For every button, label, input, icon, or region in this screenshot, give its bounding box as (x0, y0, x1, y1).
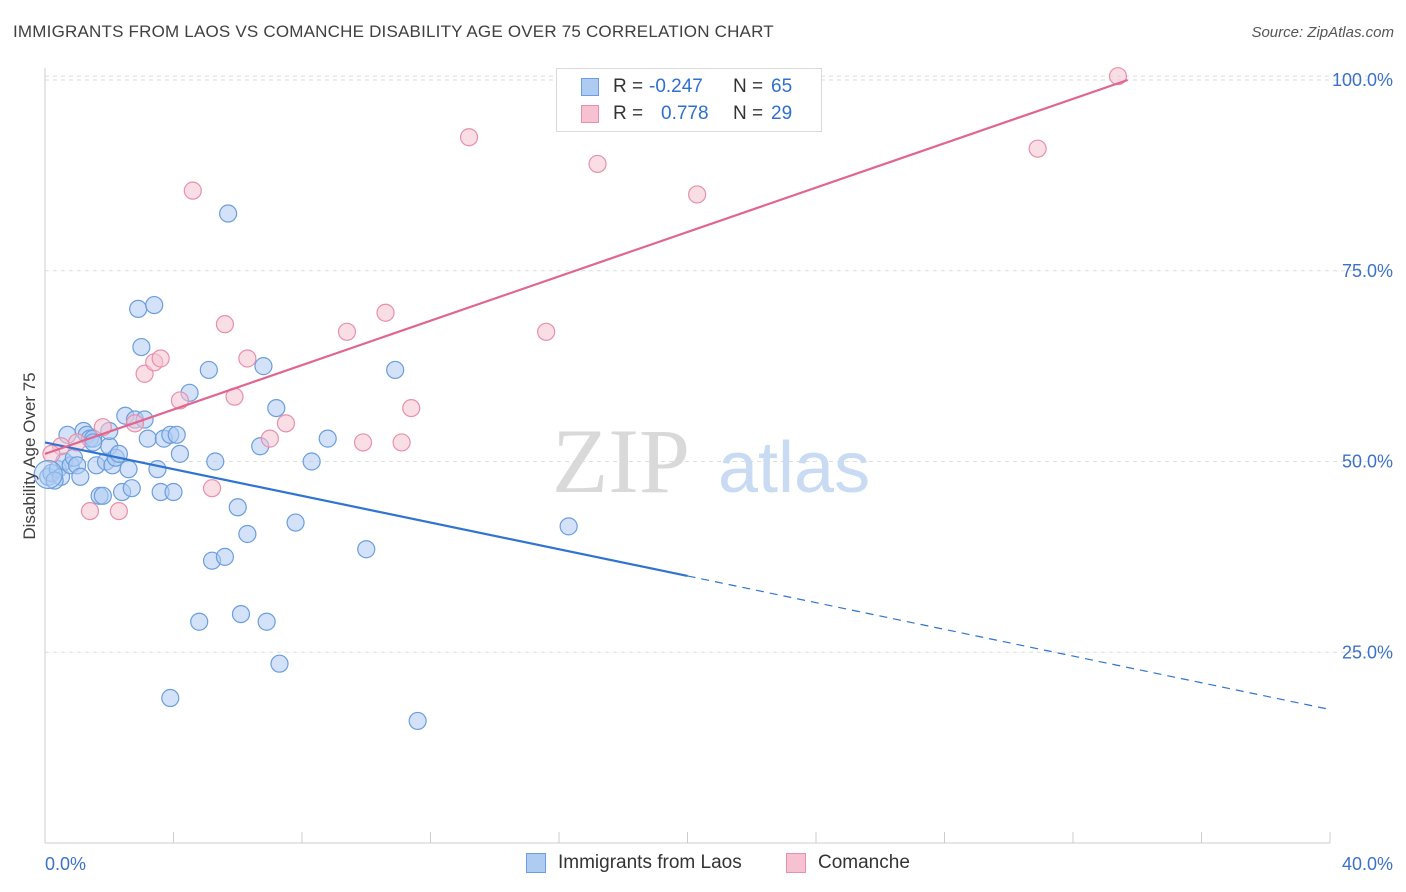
legend-n-label: N = (733, 103, 764, 124)
comanche-point (353, 433, 373, 452)
laos-point (302, 452, 321, 471)
laos-point (93, 486, 112, 505)
laos-point (164, 482, 183, 502)
legend-n-value: 29 (771, 103, 793, 124)
comanche-point (202, 479, 222, 498)
comanche-point (183, 181, 202, 200)
laos-trendline-extended (687, 575, 1331, 711)
laos-point (33, 459, 63, 490)
laos-point (408, 711, 427, 731)
watermark: ZIP atlas (552, 410, 870, 512)
laos-point (215, 547, 234, 566)
tick-label-layer: 25.0% 50.0% 75.0% 100.0% 0.0% 40.0% (45, 70, 1393, 874)
laos-point (228, 498, 247, 517)
comanche-trendline (44, 78, 1128, 455)
comanche-point (151, 349, 170, 368)
comanche-point (402, 398, 421, 418)
bottom-label-comanche: Comanche (818, 852, 910, 873)
legend: R = -0.247 N = 65 R = 0.778 N = 29 (556, 68, 822, 132)
chart-source: Source: ZipAtlas.com (1251, 24, 1394, 41)
trend-layer (44, 78, 1331, 711)
laos-point (167, 425, 186, 444)
comanche-point (276, 414, 296, 433)
laos-point (190, 612, 209, 631)
laos-point (559, 517, 578, 536)
comanche-point (1108, 67, 1128, 86)
comanche-point (215, 315, 234, 334)
comanche-point (337, 322, 357, 341)
y-tick-label: 50.0% (1342, 452, 1393, 472)
comanche-point (1028, 139, 1047, 158)
laos-point (71, 467, 90, 486)
laos-point (138, 429, 157, 448)
laos-point (318, 429, 337, 448)
laos-point (170, 444, 190, 463)
comanche-point (459, 128, 479, 147)
laos-point (386, 360, 405, 380)
comanche-point (392, 433, 411, 452)
legend-n-label: N = (733, 76, 764, 97)
comanche-point (688, 185, 707, 204)
legend-row-laos: R = -0.247 N = 65 (557, 73, 821, 101)
points-layer (33, 67, 1128, 731)
legend-swatch-comanche (581, 105, 599, 123)
laos-point (129, 299, 148, 318)
laos-trendline (44, 441, 688, 578)
laos-point (267, 398, 286, 418)
legend-r-value: 0.778 (661, 103, 709, 124)
laos-point (119, 460, 138, 479)
chart-title: IMMIGRANTS FROM LAOS VS COMANCHE DISABIL… (13, 22, 774, 41)
comanche-point (109, 501, 128, 521)
legend-r-label: R = (613, 76, 644, 97)
laos-point (206, 452, 225, 471)
comanche-point (588, 154, 607, 174)
laos-point (161, 688, 180, 708)
laos-point (122, 479, 141, 498)
laos-point (286, 513, 305, 532)
y-axis-title: Disability Age Over 75 (20, 372, 39, 540)
laos-point (199, 360, 218, 380)
comanche-point (238, 349, 257, 368)
y-tick-label: 100.0% (1332, 70, 1393, 90)
bottom-label-laos: Immigrants from Laos (558, 852, 742, 873)
legend-r-value: -0.247 (649, 76, 703, 97)
legend-swatch-laos (581, 78, 599, 96)
comanche-point (80, 501, 100, 521)
comanche-point (260, 429, 279, 448)
x-tick-label: 40.0% (1342, 854, 1393, 874)
grid-layer (45, 75, 1370, 653)
watermark-zip: ZIP (552, 410, 690, 512)
comanche-point (376, 303, 395, 322)
laos-point (45, 471, 64, 490)
legend-n-value: 65 (771, 76, 793, 97)
laos-point (219, 204, 238, 223)
bottom-swatch-laos (526, 853, 546, 873)
watermark-atlas: atlas (718, 428, 870, 508)
laos-point (254, 357, 273, 376)
y-tick-label: 25.0% (1342, 642, 1393, 662)
laos-point (132, 337, 151, 357)
laos-point (270, 654, 289, 673)
laos-point (231, 604, 251, 624)
legend-r-label: R = (613, 103, 644, 124)
laos-point (148, 460, 167, 479)
y-tick-label: 75.0% (1342, 261, 1393, 281)
comanche-point (537, 322, 556, 341)
laos-point (145, 295, 164, 315)
bottom-swatch-comanche (786, 853, 806, 873)
laos-point (238, 524, 257, 544)
laos-point (257, 612, 276, 631)
x-tick-label: 0.0% (45, 854, 86, 874)
legend-row-comanche: R = 0.778 N = 29 (557, 100, 821, 128)
laos-point (357, 540, 376, 559)
